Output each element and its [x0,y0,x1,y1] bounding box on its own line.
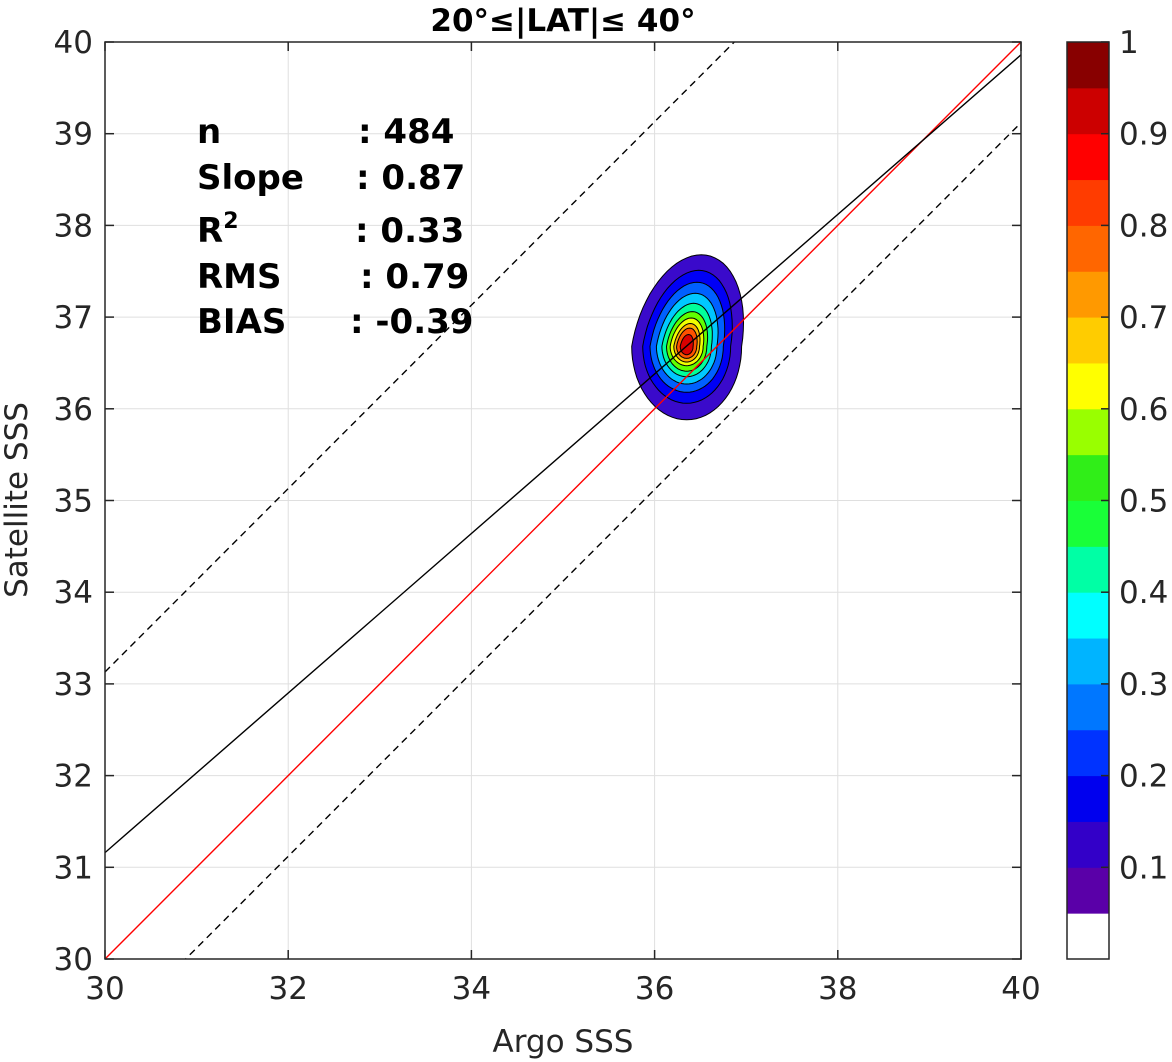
colorbar-segment [1067,913,1109,960]
x-tick-label: 32 [268,971,307,1007]
x-tick-label: 34 [452,971,491,1007]
x-tick-label: 30 [85,971,124,1007]
colorbar-tick-label: 0.8 [1119,208,1168,244]
colorbar-segment [1067,500,1109,547]
y-tick-label: 35 [54,484,93,520]
stat-label-slope: Slope [197,158,304,198]
colorbar-segment [1067,42,1109,89]
y-tick-label: 40 [54,25,93,61]
colorbar-segment [1067,592,1109,639]
y-axis-label: Satellite SSS [0,402,35,598]
colorbar-segment [1067,683,1109,731]
stat-label-rms: RMS [197,257,282,297]
y-tick-label: 31 [54,850,93,886]
colorbar-segment [1067,179,1109,226]
chart-title: 20°≤|LAT|≤ 40° [430,3,695,39]
colorbar-segment [1067,729,1109,777]
x-tick-label: 40 [1001,971,1040,1007]
colorbar-segment [1067,454,1109,501]
grid-lines [105,42,1021,959]
colorbar-tick-label: 0.4 [1119,575,1168,611]
y-tick-label: 39 [54,117,93,153]
colorbar-tick-label: 0.2 [1119,759,1168,795]
colorbar-segment [1067,87,1109,135]
colorbar-tick-label: 0.5 [1119,484,1168,520]
colorbar-tick-label: 1 [1119,25,1139,61]
stat-label-n: n [197,112,221,152]
y-tick-label: 38 [54,208,93,244]
density-contours [631,254,745,421]
stat-value: : 484 [358,112,454,152]
colorbar-tick-label: 0.7 [1119,300,1168,336]
lower-bound-line [184,122,1021,959]
stats-box: n : 484 Slope : 0.87 R2 : 0.33 RMS : 0.79 BIAS : … [197,112,473,342]
y-tick-label: 32 [54,759,93,795]
x-axis-label: Argo SSS [493,1024,634,1060]
stat-label-r: R2 [197,209,239,251]
y-tick-label: 30 [54,942,93,978]
colorbar-tick-label: 0.3 [1119,667,1168,703]
colorbar-segment [1067,775,1109,822]
colorbar-segment [1067,225,1109,272]
y-tick-label: 33 [54,667,93,703]
stat-value: : -0.39 [350,302,473,342]
colorbar-segment [1067,821,1109,868]
regression-line [105,54,1021,854]
colorbar-tick-label: 0.1 [1119,850,1168,886]
reference-lines [105,42,1021,959]
stat-value: : 0.33 [355,211,464,251]
axis-ticks: 30 32 34 36 38 40 30 31 32 33 34 35 36 37 38 39 40 [54,25,1041,1007]
colorbar-segment [1067,546,1109,593]
one-to-one-line [105,42,1021,959]
colorbar-segment [1067,317,1109,364]
stat-label-bias: BIAS [197,302,286,342]
colorbar-segment [1067,408,1109,456]
colorbar-segment [1067,133,1109,181]
colorbar-segment [1067,867,1109,914]
colorbar-segment [1067,362,1109,410]
stat-value: : 0.87 [356,158,465,198]
colorbar-segment [1067,271,1109,318]
y-tick-label: 36 [54,392,93,428]
y-tick-label: 34 [54,575,93,611]
colorbar-tick-label: 0.9 [1119,117,1168,153]
colorbar-tick-label: 0.6 [1119,392,1168,428]
y-tick-label: 37 [54,300,93,336]
stat-value: : 0.79 [360,257,469,297]
x-tick-label: 36 [635,971,674,1007]
x-tick-label: 38 [818,971,857,1007]
colorbar-segment [1067,638,1109,685]
upper-bound-line [105,42,736,673]
colorbar: 0.1 0.2 0.3 0.4 0.5 0.6 0.7 0.8 0.9 1 [1066,25,1168,960]
